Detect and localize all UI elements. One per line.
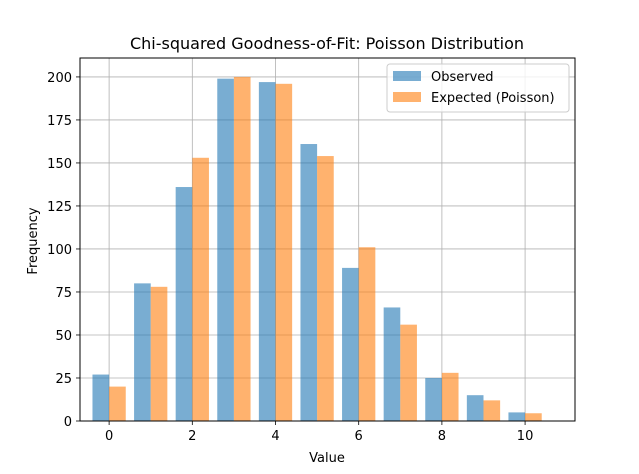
- x-tick-label: 10: [517, 429, 534, 444]
- x-tick-label: 8: [438, 429, 446, 444]
- chart-title: Chi-squared Goodness-of-Fit: Poisson Dis…: [130, 34, 524, 53]
- expected-bar: [358, 247, 376, 421]
- bars: [92, 76, 542, 422]
- expected-bar: [483, 400, 501, 421]
- legend-swatch: [393, 92, 421, 102]
- y-tick-label: 150: [47, 157, 72, 172]
- expected-bar: [192, 157, 209, 422]
- expected-bar: [233, 76, 251, 422]
- observed-bar: [300, 144, 318, 421]
- expected-bar: [441, 372, 459, 421]
- observed-bar: [134, 283, 151, 421]
- legend: Observed Expected (Poisson): [386, 63, 570, 113]
- x-tick-label: 0: [105, 429, 113, 444]
- y-tick-label: 25: [55, 372, 72, 387]
- x-axis-ticks: 0 2 4 6 8 10: [105, 421, 533, 444]
- observed-bar: [217, 78, 234, 422]
- x-tick-label: 2: [188, 429, 196, 444]
- legend-label: Expected (Poisson): [431, 91, 555, 106]
- legend-label: Observed: [431, 70, 494, 85]
- observed-bar: [92, 374, 110, 421]
- observed-bar: [258, 82, 276, 422]
- observed-bar: [175, 187, 193, 421]
- y-tick-label: 0: [64, 415, 72, 430]
- x-axis-label: Value: [309, 451, 345, 466]
- x-tick-label: 6: [355, 429, 363, 444]
- y-tick-label: 200: [47, 71, 72, 86]
- expected-bar: [150, 286, 168, 421]
- y-axis-label: Frequency: [26, 207, 41, 274]
- expected-bar: [317, 156, 334, 421]
- legend-box: [386, 63, 570, 113]
- y-tick-label: 75: [55, 286, 72, 301]
- expected-bar: [275, 83, 293, 421]
- observed-bar: [425, 377, 442, 421]
- expected-bar: [400, 324, 417, 421]
- y-tick-label: 50: [55, 329, 72, 344]
- y-axis-ticks: 0 25 50 75 100 125 150 175 200: [47, 71, 80, 430]
- observed-bar: [342, 267, 359, 421]
- x-tick-label: 4: [271, 429, 279, 444]
- y-tick-label: 125: [47, 200, 72, 215]
- observed-bar: [466, 395, 484, 421]
- plot-frame: [79, 57, 576, 422]
- legend-swatch: [393, 71, 421, 81]
- expected-bar: [525, 413, 542, 421]
- y-tick-label: 175: [47, 114, 72, 129]
- observed-bar: [508, 412, 526, 421]
- expected-bar: [109, 386, 126, 421]
- y-tick-label: 100: [47, 243, 72, 258]
- observed-bar: [383, 307, 401, 421]
